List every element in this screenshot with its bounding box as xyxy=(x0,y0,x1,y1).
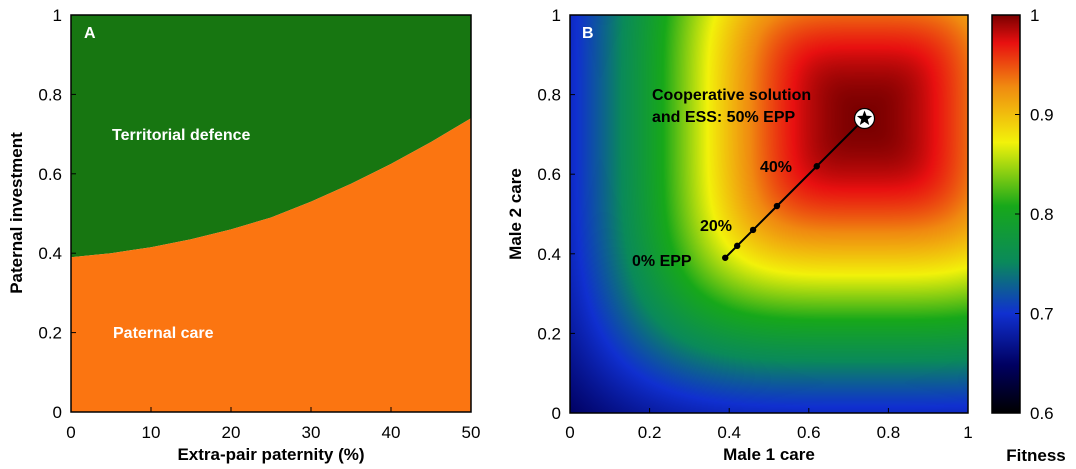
paternal-care-label: Paternal care xyxy=(113,325,214,342)
panel-a-y-tick-label: 0.6 xyxy=(38,165,62,184)
colorbar: 0.6 0.7 0.8 0.9 1 Fitness xyxy=(991,6,1066,465)
annotation-cooperative-solution-line1: Cooperative solution xyxy=(652,87,811,104)
panel-a-y-tick-label: 0.8 xyxy=(38,85,62,104)
ess-path-point xyxy=(813,163,820,170)
annotation-20-percent: 20% xyxy=(700,218,732,235)
panel-a-x-tick-label: 30 xyxy=(302,423,321,442)
panel-b-y-tick-label: 0.2 xyxy=(537,324,561,343)
panel-a-x-tick-label: 20 xyxy=(222,423,241,442)
colorbar-tick-label: 0.9 xyxy=(1030,106,1054,125)
annotation-40-percent: 40% xyxy=(760,159,792,176)
panel-a-x-tick-label: 50 xyxy=(462,423,481,442)
panel-b-label: B xyxy=(582,25,594,42)
annotation-cooperative-solution-line2: and ESS: 50% EPP xyxy=(652,109,795,126)
panel-a-y-ticks: 0 0.2 0.4 0.6 0.8 1 xyxy=(38,6,76,422)
colorbar-tick-label: 0.7 xyxy=(1030,305,1054,324)
panel-b-y-tick-label: 0.8 xyxy=(537,86,561,105)
panel-b-y-tick-label: 0.6 xyxy=(537,165,561,184)
panel-a: 0 10 20 30 40 50 0 0.2 0.4 0.6 0.8 1 A Territorial… xyxy=(7,6,480,464)
ess-path-point xyxy=(733,242,741,250)
panel-b-y-ticks: 0 0.2 0.4 0.6 0.8 1 xyxy=(537,6,575,423)
colorbar-label: Fitness xyxy=(1006,446,1066,465)
panel-a-y-axis-label: Paternal investment xyxy=(7,132,26,294)
panel-b-y-tick-label: 1 xyxy=(552,6,561,25)
panel-b-x-axis-label: Male 1 care xyxy=(723,445,815,464)
panel-a-x-tick-label: 0 xyxy=(66,423,75,442)
panel-a-x-ticks: 0 10 20 30 40 50 xyxy=(66,407,480,442)
panel-b-x-tick-label: 0.4 xyxy=(717,423,741,442)
star-icon xyxy=(856,110,873,125)
territorial-defence-region xyxy=(71,15,471,258)
panel-b-x-ticks: 0 0.2 0.4 0.6 0.8 1 xyxy=(565,408,973,442)
panel-b-y-tick-label: 0.4 xyxy=(537,245,561,264)
annotation-0-epp: 0% EPP xyxy=(632,253,692,270)
panel-b-x-tick-label: 0.8 xyxy=(877,423,901,442)
panel-b-y-axis-label: Male 2 care xyxy=(506,168,525,260)
panel-a-frame xyxy=(70,14,472,413)
ess-path-point xyxy=(773,202,781,210)
panel-a-y-tick-label: 0.2 xyxy=(38,324,62,343)
panel-b-x-tick-label: 0 xyxy=(565,423,574,442)
panel-b-frame xyxy=(569,14,969,414)
colorbar-tick-label: 0.6 xyxy=(1030,404,1054,423)
panel-b-y-tick-label: 0 xyxy=(552,404,561,423)
panel-b-x-tick-label: 0.6 xyxy=(797,423,821,442)
colorbar-tick-label: 0.8 xyxy=(1030,205,1054,224)
panel-a-y-tick-label: 1 xyxy=(53,6,62,25)
panel-b-x-tick-label: 1 xyxy=(963,423,972,442)
colorbar-tick-label: 1 xyxy=(1030,6,1039,25)
panel-b-x-tick-label: 0.2 xyxy=(638,423,662,442)
ess-path-point xyxy=(722,254,729,261)
panel-a-label: A xyxy=(84,25,96,42)
panel-a-x-tick-label: 40 xyxy=(382,423,401,442)
panel-a-x-axis-label: Extra-pair paternity (%) xyxy=(177,445,364,464)
panel-a-y-tick-label: 0.4 xyxy=(38,244,62,263)
cooperative-solution-star xyxy=(853,107,876,130)
colorbar-ticks: 0.6 0.7 0.8 0.9 1 xyxy=(1015,6,1054,423)
paternal-care-region xyxy=(71,118,471,412)
ess-path-point xyxy=(749,226,757,234)
ess-path-points xyxy=(722,163,820,261)
territorial-defence-label: Territorial defence xyxy=(112,127,251,144)
panel-a-x-tick-label: 10 xyxy=(142,423,161,442)
panel-b: 0 0.2 0.4 0.6 0.8 1 0 0.2 0.4 0.6 0.8 1 B 0% EPP 2… xyxy=(506,6,973,464)
panel-a-y-tick-label: 0 xyxy=(53,403,62,422)
